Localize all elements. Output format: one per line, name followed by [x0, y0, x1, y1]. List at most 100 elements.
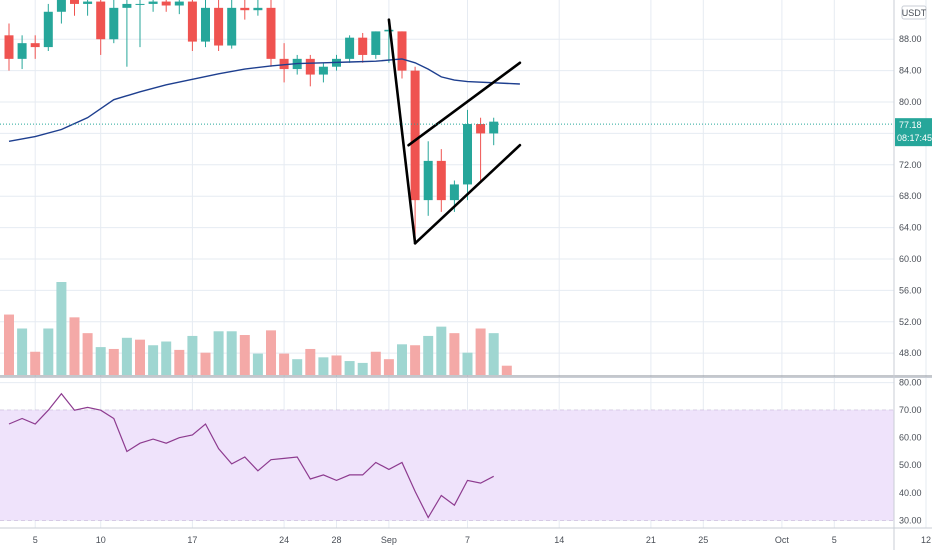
time-axis-label: 25	[698, 535, 708, 545]
candle-body[interactable]	[17, 43, 27, 59]
volume-bar	[252, 353, 263, 375]
price-axis-label: 72.00	[899, 160, 922, 170]
volume-bar	[462, 352, 473, 375]
price-axis-label: 56.00	[899, 285, 922, 295]
candle-body[interactable]	[436, 160, 446, 201]
candle-body[interactable]	[305, 58, 315, 75]
candle-body[interactable]	[201, 7, 210, 42]
candle-body[interactable]	[345, 37, 355, 59]
trendline-flag-upper[interactable]	[407, 61, 522, 147]
price-axis-label: 88.00	[899, 34, 922, 44]
time-axis-label: 28	[331, 535, 341, 545]
candle-body[interactable]	[240, 7, 250, 11]
rsi-axis[interactable]: 80.00 70.00 60.00 50.00 40.00 30.00	[899, 378, 922, 526]
candle-body[interactable]	[279, 58, 289, 70]
volume-bar	[148, 345, 159, 375]
volume-bar	[226, 331, 237, 375]
volume-bar	[187, 335, 198, 375]
time-axis-label: 7	[465, 535, 470, 545]
rsi-axis-label: 80.00	[899, 378, 922, 388]
moving-average-line	[8, 58, 520, 142]
time-axis-label: Oct	[775, 535, 790, 545]
volume-bars	[4, 282, 512, 375]
time-axis-label: 21	[646, 535, 656, 545]
candle-body[interactable]	[489, 121, 499, 134]
candle-body[interactable]	[174, 1, 184, 6]
rsi-axis-label: 30.00	[899, 515, 922, 525]
candle-body[interactable]	[161, 1, 171, 6]
candlesticks[interactable]	[4, 0, 499, 240]
candle-body[interactable]	[423, 160, 433, 201]
time-axis-label: 10	[96, 535, 106, 545]
volume-bar	[82, 333, 93, 375]
price-axis-label: 68.00	[899, 191, 922, 201]
candle-body[interactable]	[83, 1, 93, 4]
volume-bar	[331, 355, 342, 375]
volume-bar	[436, 326, 447, 375]
price-badge-background	[895, 118, 932, 147]
candle-body[interactable]	[43, 11, 53, 48]
candle-body[interactable]	[397, 31, 407, 71]
price-badge-countdown: 08:17:45	[897, 133, 932, 143]
rsi-axis-label: 70.00	[899, 405, 922, 415]
volume-bar	[56, 282, 67, 375]
rsi-axis-label: 60.00	[899, 433, 922, 443]
time-axis-label: 24	[279, 535, 289, 545]
price-axis-label: 52.00	[899, 317, 922, 327]
volume-bar	[383, 359, 394, 375]
candle-body[interactable]	[253, 7, 263, 11]
candle-body[interactable]	[122, 3, 132, 8]
price-axis-label: 64.00	[899, 223, 922, 233]
currency-label-text: USDT	[902, 8, 927, 18]
volume-bar	[43, 328, 54, 375]
flag-pattern-drawing[interactable]	[387, 18, 522, 245]
candle-body[interactable]	[96, 1, 106, 40]
candle-body[interactable]	[148, 1, 158, 4]
volume-bar	[305, 348, 316, 375]
trendline-flag-lower[interactable]	[413, 143, 522, 245]
volume-bar	[95, 347, 106, 375]
candle-body[interactable]	[358, 37, 368, 55]
volume-bar	[121, 337, 132, 375]
volume-bar	[410, 345, 421, 375]
time-axis[interactable]: 5 10 17 24 28 Sep 7 14 21 25 Oct 5 12	[33, 535, 931, 545]
time-axis-label: 14	[554, 535, 564, 545]
volume-bar	[69, 317, 80, 375]
candle-body[interactable]	[214, 7, 224, 46]
candle-body[interactable]	[476, 124, 486, 134]
candle-body[interactable]	[187, 1, 197, 42]
candle-body[interactable]	[70, 0, 79, 4]
volume-bar	[135, 339, 145, 375]
candle-body[interactable]	[449, 184, 459, 201]
currency-label: USDT	[901, 5, 927, 20]
candle-body[interactable]	[109, 7, 119, 40]
volume-bar	[266, 330, 276, 375]
candle-body[interactable]	[371, 31, 381, 55]
time-axis-label: 17	[187, 535, 197, 545]
candle-body[interactable]	[4, 35, 14, 59]
trendline-pole[interactable]	[387, 18, 417, 245]
price-badge: 77.18 08:17:45	[895, 118, 932, 147]
volume-bar	[475, 328, 486, 375]
rsi-axis-label: 50.00	[899, 460, 922, 470]
candle-body[interactable]	[227, 7, 237, 46]
candle-body[interactable]	[56, 0, 66, 12]
volume-bar	[4, 314, 14, 375]
volume-bar	[449, 333, 460, 375]
time-axis-label: 12	[921, 535, 931, 545]
candle-body[interactable]	[410, 70, 420, 201]
candle-body[interactable]	[318, 66, 328, 75]
volume-bar	[292, 359, 303, 375]
rsi-axis-label: 40.00	[899, 488, 922, 498]
volume-bar	[161, 341, 172, 375]
candle-body[interactable]	[30, 43, 40, 48]
volume-bar	[370, 351, 381, 375]
volume-bar	[108, 348, 119, 375]
candle-body[interactable]	[135, 3, 145, 5]
currency-label-box	[901, 5, 927, 20]
volume-bar	[423, 335, 434, 375]
candle-body[interactable]	[266, 7, 276, 59]
volume-bar	[17, 328, 28, 375]
candle-body[interactable]	[463, 124, 472, 185]
